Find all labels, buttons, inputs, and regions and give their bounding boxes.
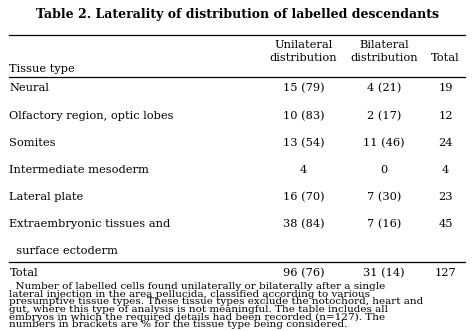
Text: 13 (54): 13 (54) (283, 138, 324, 148)
Text: gut, where this type of analysis is not meaningful. The table includes all: gut, where this type of analysis is not … (9, 305, 389, 314)
Text: distribution: distribution (270, 53, 337, 63)
Text: 45: 45 (438, 219, 453, 229)
Text: 10 (83): 10 (83) (283, 111, 324, 121)
Text: 7 (30): 7 (30) (367, 192, 401, 202)
Text: Bilateral: Bilateral (359, 40, 409, 50)
Text: 4: 4 (442, 165, 449, 175)
Text: 127: 127 (435, 268, 456, 278)
Text: Somites: Somites (9, 138, 56, 148)
Text: Total: Total (9, 268, 38, 278)
Text: lateral injection in the area pellucida, classified according to various: lateral injection in the area pellucida,… (9, 290, 371, 299)
Text: 16 (70): 16 (70) (283, 192, 324, 202)
Text: distribution: distribution (350, 53, 418, 63)
Text: 12: 12 (438, 111, 453, 120)
Text: 23: 23 (438, 192, 453, 202)
Text: 4: 4 (300, 165, 307, 175)
Text: 38 (84): 38 (84) (283, 219, 324, 229)
Text: Total: Total (431, 53, 460, 63)
Text: Table 2. Laterality of distribution of labelled descendants: Table 2. Laterality of distribution of l… (36, 8, 438, 21)
Text: 31 (14): 31 (14) (363, 268, 405, 278)
Text: numbers in brackets are % for the tissue type being considered.: numbers in brackets are % for the tissue… (9, 320, 348, 329)
Text: Olfactory region, optic lobes: Olfactory region, optic lobes (9, 111, 174, 120)
Text: Extraembryonic tissues and: Extraembryonic tissues and (9, 219, 171, 229)
Text: embryos in which the required details had been recorded (n=127). The: embryos in which the required details ha… (9, 312, 386, 322)
Text: Tissue type: Tissue type (9, 64, 75, 73)
Text: 7 (16): 7 (16) (367, 219, 401, 229)
Text: 24: 24 (438, 138, 453, 148)
Text: Unilateral: Unilateral (274, 40, 332, 50)
Text: 2 (17): 2 (17) (367, 111, 401, 121)
Text: 0: 0 (380, 165, 388, 175)
Text: 96 (76): 96 (76) (283, 268, 324, 278)
Text: 15 (79): 15 (79) (283, 83, 324, 94)
Text: Lateral plate: Lateral plate (9, 192, 84, 202)
Text: 4 (21): 4 (21) (367, 83, 401, 94)
Text: Neural: Neural (9, 83, 49, 93)
Text: Intermediate mesoderm: Intermediate mesoderm (9, 165, 149, 175)
Text: surface ectoderm: surface ectoderm (9, 246, 119, 256)
Text: 19: 19 (438, 83, 453, 93)
Text: Number of labelled cells found unilaterally or bilaterally after a single: Number of labelled cells found unilatera… (9, 282, 386, 291)
Text: 11 (46): 11 (46) (363, 138, 405, 148)
Text: presumptive tissue types. These tissue types exclude the notochord, heart and: presumptive tissue types. These tissue t… (9, 297, 424, 306)
